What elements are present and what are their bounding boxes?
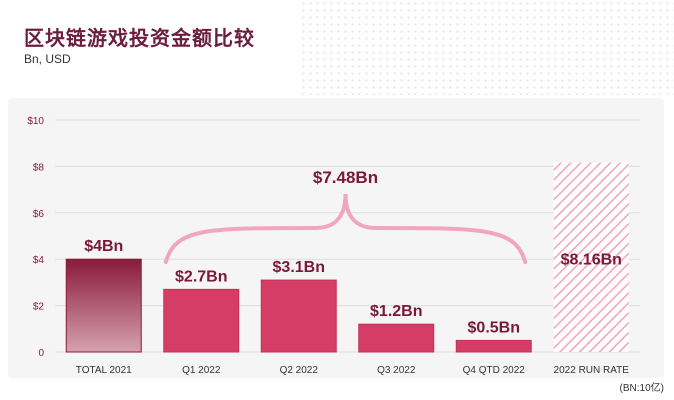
y-tick-label: $10 bbox=[27, 116, 44, 127]
unit-footnote: (BN:10亿) bbox=[619, 383, 664, 394]
y-tick-label: $4 bbox=[33, 255, 45, 266]
x-tick-label: Q3 2022 bbox=[377, 365, 416, 376]
unit-subtitle: Bn, USD bbox=[24, 52, 81, 66]
dot-pattern bbox=[300, 0, 674, 95]
bar bbox=[65, 258, 142, 353]
y-tick-label: $8 bbox=[33, 162, 45, 173]
bar-value-label: $4Bn bbox=[84, 238, 123, 255]
bar-value-label: $8.16Bn bbox=[561, 251, 622, 268]
x-tick-label: 2022 RUN RATE bbox=[554, 365, 630, 376]
brace-total-label: $7.48Bn bbox=[313, 168, 378, 187]
page-title: 区块链游戏投资金额比较 bbox=[24, 22, 265, 51]
bar bbox=[455, 339, 532, 353]
bar bbox=[163, 288, 240, 353]
bar bbox=[358, 323, 435, 353]
bar-value-label: $0.5Bn bbox=[468, 319, 520, 336]
x-tick-label: Q2 2022 bbox=[280, 365, 319, 376]
y-tick-label: $6 bbox=[33, 209, 45, 220]
bar-value-label: $2.7Bn bbox=[175, 268, 227, 285]
bar bbox=[260, 279, 337, 353]
y-tick-label: 0 bbox=[38, 348, 44, 359]
x-tick-label: Q4 QTD 2022 bbox=[463, 365, 526, 376]
bar-value-label: $1.2Bn bbox=[370, 303, 422, 320]
bar-value-label: $3.1Bn bbox=[273, 259, 325, 276]
y-tick-label: $2 bbox=[33, 302, 45, 313]
x-tick-label: TOTAL 2021 bbox=[76, 365, 132, 376]
bar bbox=[553, 162, 629, 352]
x-tick-label: Q1 2022 bbox=[182, 365, 221, 376]
span-brace bbox=[163, 193, 528, 264]
